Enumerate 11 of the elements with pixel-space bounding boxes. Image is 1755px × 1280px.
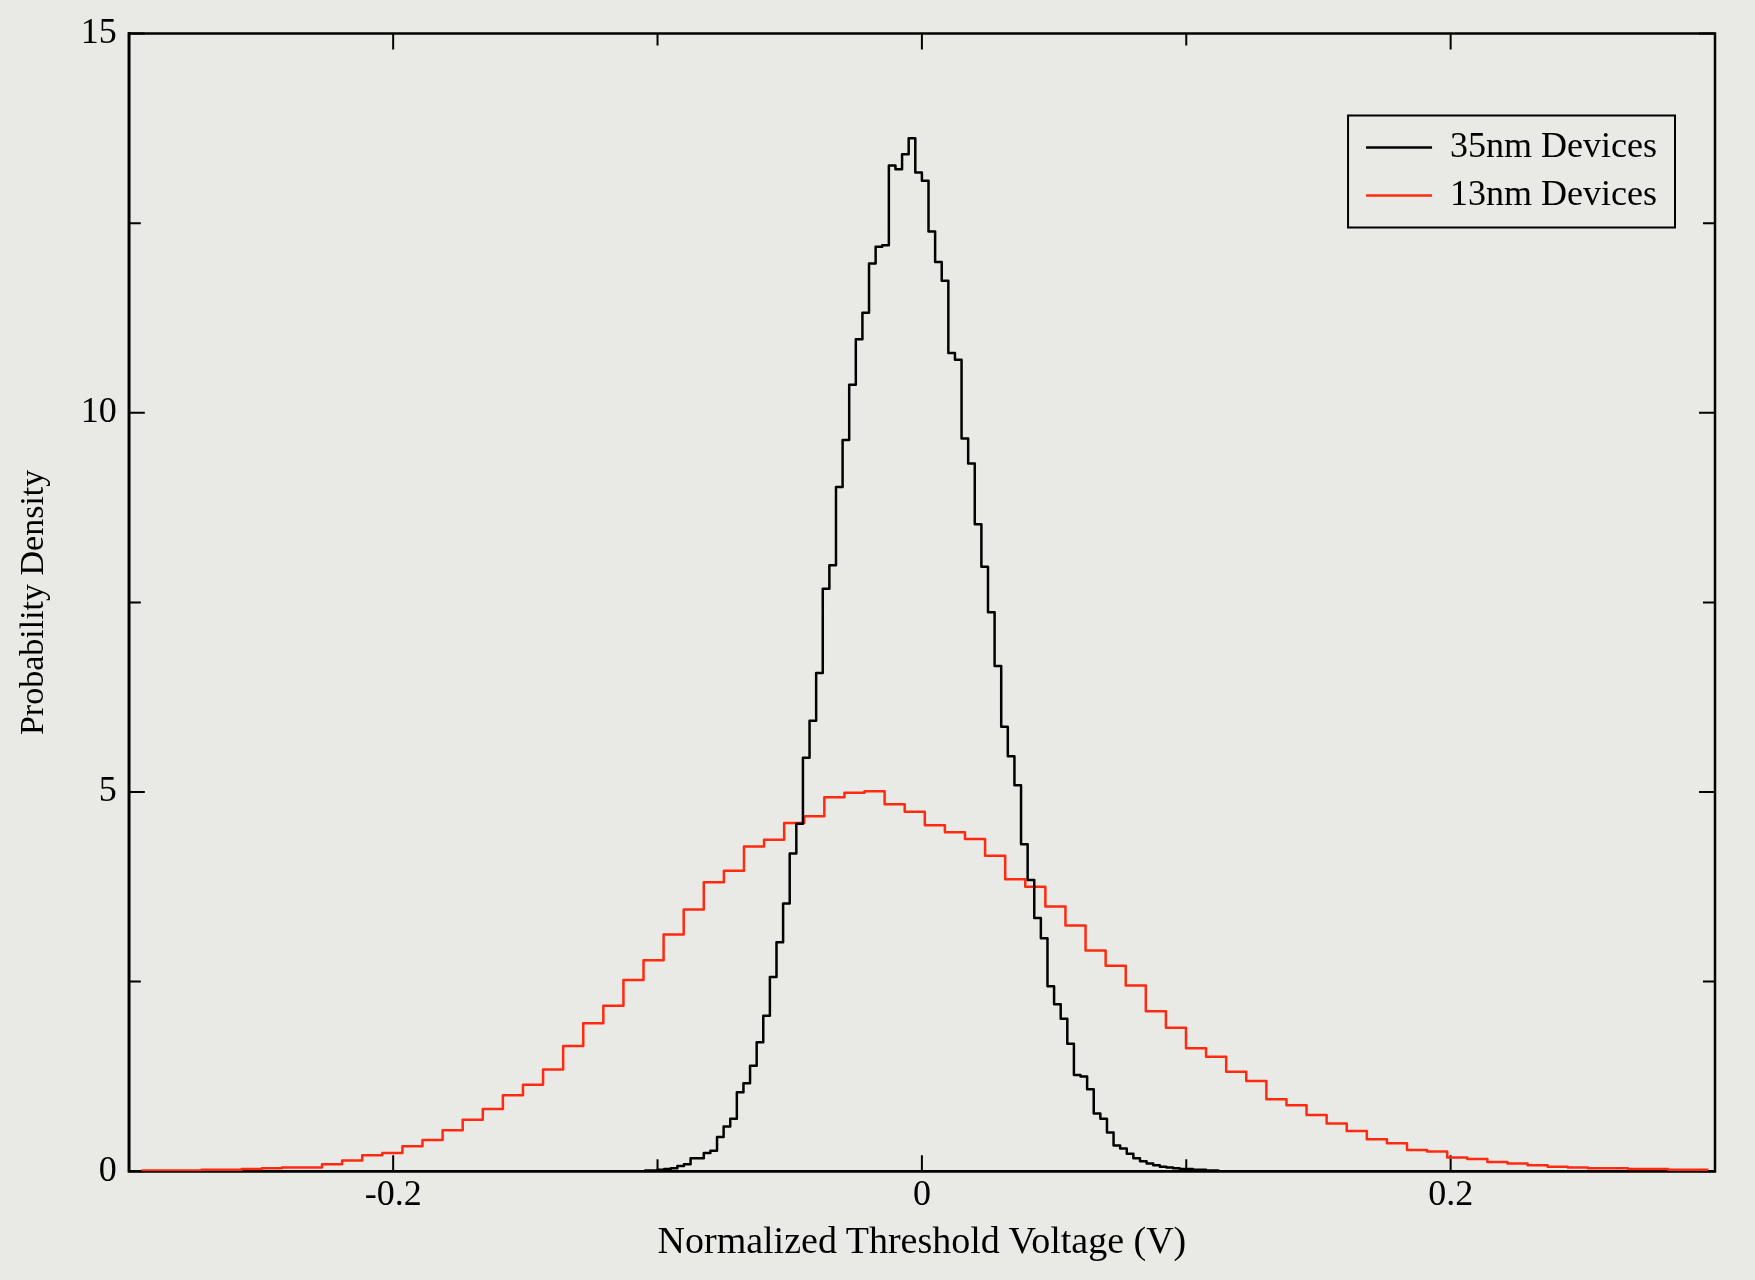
x-tick-label: 0	[912, 1173, 931, 1214]
y-tick-label: 5	[98, 769, 117, 810]
y-axis-title: Probability Density	[13, 469, 51, 736]
legend-label: 13nm Devices	[1450, 173, 1658, 214]
y-tick-label: 10	[80, 390, 117, 431]
legend-label: 35nm Devices	[1450, 125, 1658, 166]
x-axis-title: Normalized Threshold Voltage (V)	[657, 1219, 1187, 1263]
y-tick-label: 15	[80, 11, 117, 52]
x-tick-label: 0.2	[1428, 1173, 1474, 1214]
x-tick-label: -0.2	[364, 1173, 422, 1214]
y-tick-label: 0	[98, 1148, 117, 1189]
